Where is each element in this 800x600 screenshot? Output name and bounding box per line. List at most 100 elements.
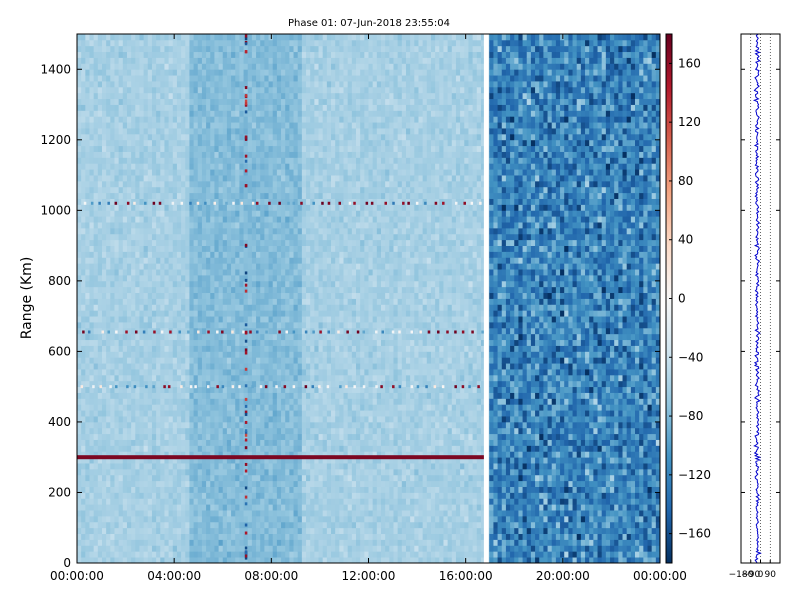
heatmap-cell (77, 480, 82, 487)
heatmap-cell (210, 51, 215, 58)
heatmap-cell (151, 222, 157, 229)
heatmap-cell (251, 222, 257, 229)
heatmap-cell (276, 468, 282, 476)
heatmap-cell (293, 427, 299, 435)
heatmap-cell (106, 51, 111, 58)
heatmap-cell (297, 551, 303, 558)
heatmap-cell (289, 286, 294, 294)
heatmap-cell (306, 357, 311, 364)
heatmap-cell (222, 269, 228, 276)
heatmap-cell (181, 457, 186, 464)
heatmap-cell (193, 398, 199, 405)
heatmap-cell (210, 545, 215, 552)
heatmap-cell (126, 433, 132, 440)
heatmap-cell (222, 45, 228, 53)
heatmap-cell (247, 39, 253, 47)
heatmap-cell (156, 445, 161, 452)
heatmap-cell (206, 257, 211, 264)
heatmap-cell (89, 169, 95, 176)
heatmap-cell (164, 239, 170, 246)
heatmap-cell (135, 345, 140, 352)
heatmap-cell (201, 251, 207, 258)
heatmap-cell (122, 222, 128, 229)
heatmap-cell (89, 439, 95, 446)
heatmap-cell (201, 180, 207, 188)
heatmap-cell (201, 421, 207, 429)
heatmap-cell (135, 357, 140, 364)
heatmap-cell (231, 186, 236, 194)
heatmap-cell (172, 457, 178, 464)
heatmap-cell (160, 316, 165, 323)
heatmap-cell (147, 457, 153, 464)
heatmap-cell (97, 304, 103, 311)
heatmap-cell (264, 245, 269, 252)
heatmap-cell (131, 474, 136, 482)
heatmap-cell (239, 345, 244, 352)
heatmap-cell (256, 139, 261, 147)
heatmap-cell (201, 492, 207, 499)
heatmap-cell (156, 468, 161, 476)
heatmap-cell (306, 316, 311, 323)
heatmap-cell (276, 316, 282, 323)
heatmap-cell (231, 198, 236, 205)
heatmap-cell (226, 416, 232, 423)
heatmap-cell (285, 286, 290, 294)
heatmap-cell (164, 180, 170, 188)
heatmap-cell (185, 157, 190, 164)
heatmap-cell (281, 557, 286, 564)
heatmap-cell (239, 398, 244, 405)
heatmap-cell (151, 322, 157, 329)
heatmap-cell (164, 139, 170, 147)
heatmap-cell (168, 510, 174, 517)
heatmap-cell (81, 398, 86, 405)
heatmap-cell (101, 104, 107, 111)
heatmap-cell (297, 92, 303, 100)
heatmap-cell (97, 128, 103, 135)
heatmap-cell (293, 75, 299, 82)
heatmap-cell (293, 380, 299, 388)
heatmap-cell (81, 545, 86, 552)
heatmap-cell (297, 510, 303, 517)
heatmap-cell (85, 128, 90, 135)
heatmap-cell (189, 128, 194, 135)
heatmap-cell (189, 451, 194, 458)
heatmap-cell (101, 557, 107, 564)
heatmap-cell (151, 198, 157, 205)
heatmap-cell (114, 280, 120, 288)
heatmap-cell (276, 274, 282, 282)
heatmap-cell (231, 280, 236, 288)
heatmap-cell (264, 151, 269, 158)
heatmap-cell (210, 339, 215, 346)
heatmap-cell (126, 363, 132, 370)
heatmap-cell (151, 374, 157, 382)
heatmap-cell (185, 269, 190, 276)
heatmap-cell (176, 533, 182, 540)
heatmap-cell (143, 116, 149, 123)
heatmap-cell (260, 533, 265, 540)
heatmap-cell (264, 263, 269, 270)
heatmap-cell (276, 81, 282, 88)
heatmap-cell (118, 310, 124, 317)
heatmap-cell (118, 145, 124, 152)
heatmap-cell (156, 416, 161, 423)
heatmap-cell (222, 34, 228, 41)
heatmap-cell (126, 81, 132, 88)
heatmap-cell (206, 133, 211, 141)
heatmap-cell (260, 480, 265, 487)
heatmap-cell (160, 34, 165, 41)
heatmap-cell (126, 421, 132, 429)
heatmap-cell (268, 457, 274, 464)
heatmap-cell (293, 327, 299, 335)
heatmap-cell (131, 404, 136, 411)
heatmap-cell (85, 34, 90, 41)
heatmap-cell (139, 363, 145, 370)
heatmap-cell (297, 75, 303, 82)
heatmap-cell (256, 216, 261, 223)
heatmap-cell (256, 198, 261, 205)
heatmap-cell (118, 545, 124, 552)
heatmap-cell (93, 157, 99, 164)
heatmap-cell (147, 551, 153, 558)
heatmap-cell (251, 81, 257, 88)
heatmap-cell (214, 515, 219, 523)
heatmap-cell (210, 357, 215, 364)
